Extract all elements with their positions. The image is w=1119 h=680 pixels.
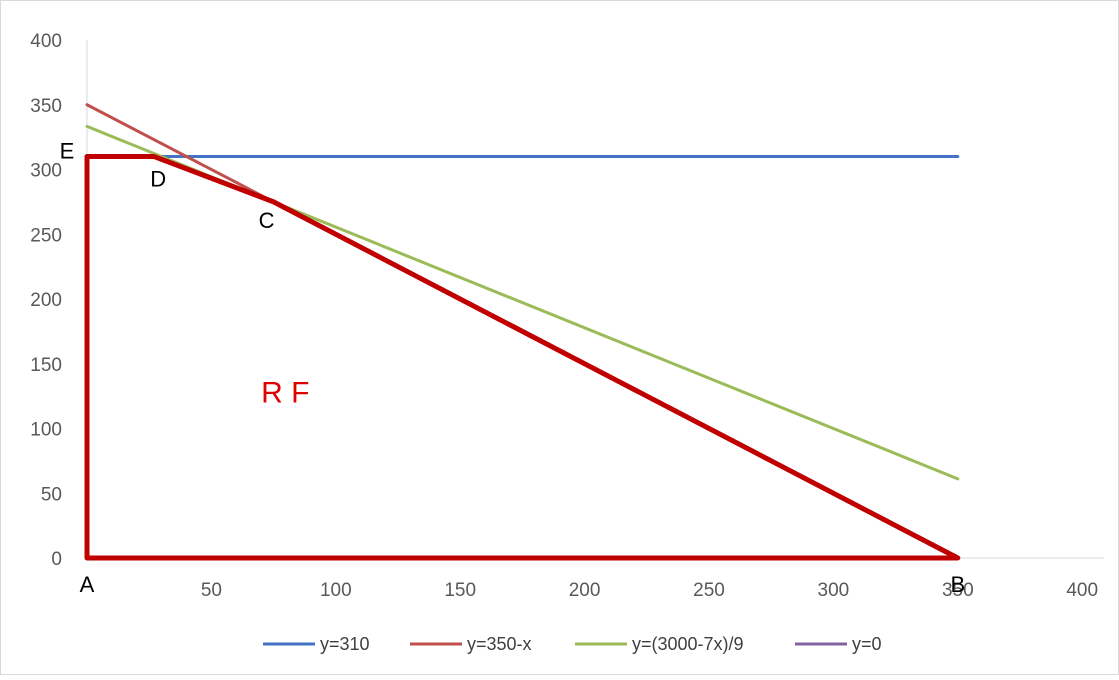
x-tick-label: 250 — [693, 580, 725, 601]
x-tick-label: 400 — [1066, 580, 1098, 601]
x-tick-label: 50 — [201, 580, 222, 601]
legend-label: y=0 — [852, 634, 882, 654]
legend-label: y=310 — [320, 634, 370, 654]
legend-label: y=(3000-7x)/9 — [632, 634, 744, 654]
y-tick-label: 150 — [30, 355, 62, 376]
point-label-d: D — [150, 167, 166, 192]
y-tick-label: 350 — [30, 96, 62, 117]
point-label-e: E — [60, 139, 75, 164]
y-tick-label: 50 — [41, 484, 62, 505]
x-tick-label: 200 — [569, 580, 601, 601]
y-tick-label: 300 — [30, 161, 62, 182]
y-tick-label: 400 — [30, 31, 62, 52]
point-label-c: C — [259, 208, 275, 233]
point-label-a: A — [80, 572, 95, 597]
y-tick-label: 250 — [30, 225, 62, 246]
y-tick-label: 0 — [51, 549, 62, 570]
point-label-b: B — [950, 572, 965, 597]
region-label: R F — [261, 377, 309, 410]
x-tick-label: 300 — [818, 580, 850, 601]
x-tick-label: 150 — [444, 580, 476, 601]
y-tick-label: 100 — [30, 420, 62, 441]
y-tick-label: 200 — [30, 290, 62, 311]
legend-label: y=350-x — [467, 634, 532, 654]
x-tick-label: 100 — [320, 580, 352, 601]
